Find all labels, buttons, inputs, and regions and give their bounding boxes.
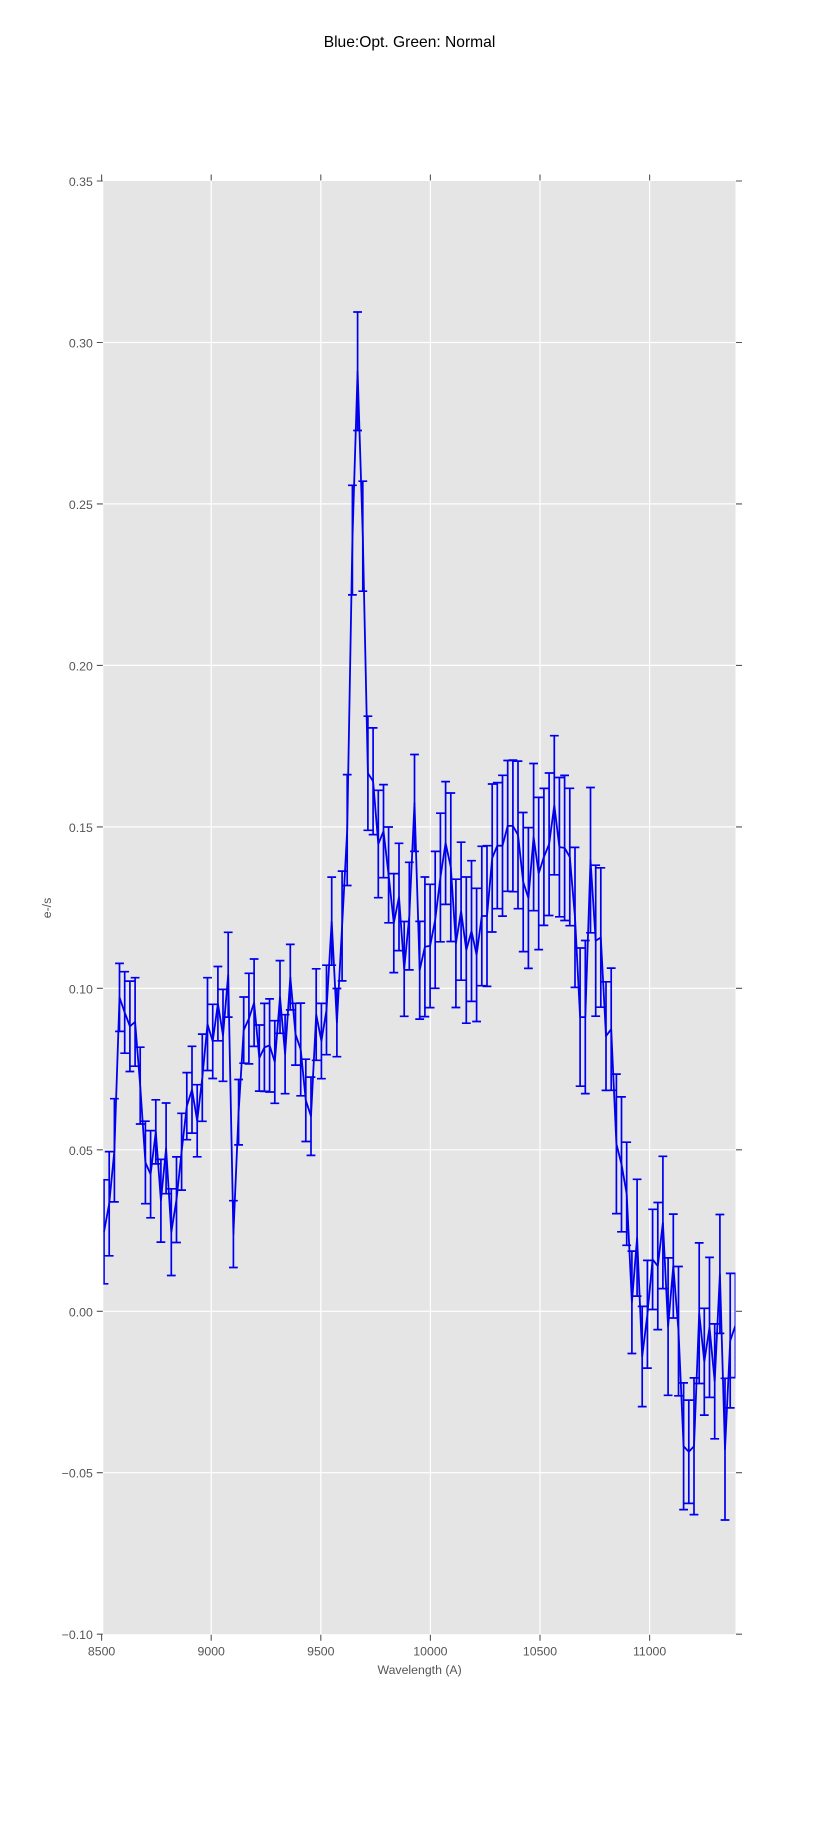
- svg-text:9000: 9000: [198, 1645, 226, 1659]
- svg-text:0.20: 0.20: [69, 659, 93, 673]
- svg-text:8500: 8500: [88, 1645, 116, 1659]
- svg-text:Wavelength (A): Wavelength (A): [377, 1663, 461, 1677]
- svg-text:0.35: 0.35: [69, 175, 93, 189]
- svg-text:e-/s: e-/s: [40, 898, 54, 919]
- svg-text:10500: 10500: [523, 1645, 557, 1659]
- svg-text:10000: 10000: [413, 1645, 447, 1659]
- svg-text:0.15: 0.15: [69, 821, 93, 835]
- svg-text:Blue:Opt. Green: Normal: Blue:Opt. Green: Normal: [324, 34, 496, 51]
- svg-text:0.25: 0.25: [69, 498, 93, 512]
- svg-text:0.05: 0.05: [69, 1144, 93, 1158]
- svg-text:9500: 9500: [307, 1645, 335, 1659]
- svg-text:0.30: 0.30: [69, 337, 93, 351]
- svg-text:−0.10: −0.10: [62, 1628, 93, 1642]
- svg-text:−0.05: −0.05: [62, 1467, 93, 1481]
- svg-text:0.10: 0.10: [69, 982, 93, 996]
- svg-text:11000: 11000: [633, 1645, 666, 1659]
- svg-text:0.00: 0.00: [69, 1305, 93, 1319]
